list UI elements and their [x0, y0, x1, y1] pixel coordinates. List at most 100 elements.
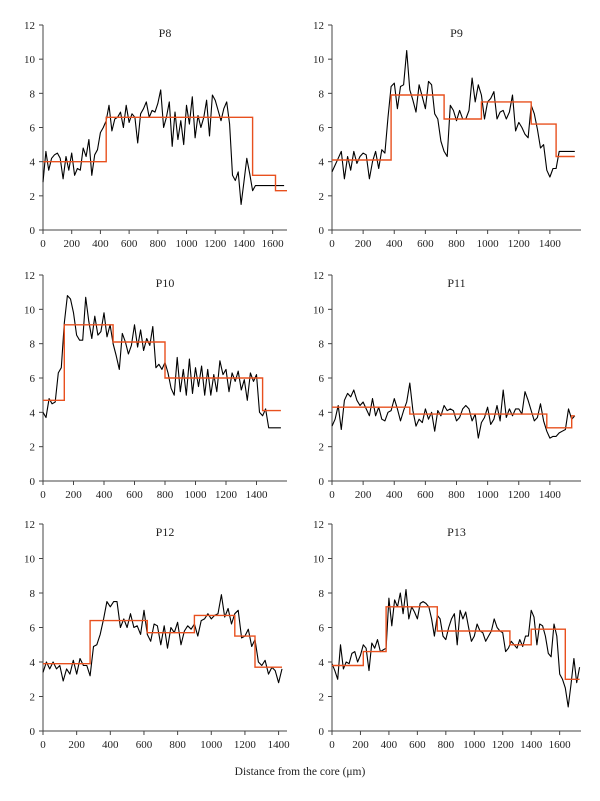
y-tick-label: 2	[319, 191, 325, 203]
y-tick-label: 12	[24, 270, 35, 282]
x-tick-label: 400	[102, 739, 119, 751]
x-tick-label: 600	[136, 739, 153, 751]
x-tick-label: 1000	[185, 489, 208, 501]
x-tick-label: 1200	[508, 489, 531, 501]
x-tick-label: 0	[40, 489, 46, 501]
x-tick-label: 0	[329, 489, 335, 501]
panel-title: P9	[450, 26, 463, 40]
x-tick-label: 0	[329, 238, 335, 250]
y-tick-label: 10	[313, 554, 325, 566]
y-tick-label: 4	[30, 157, 36, 169]
x-tick-label: 800	[169, 739, 186, 751]
x-tick-label: 1400	[268, 739, 291, 751]
y-tick-label: 8	[319, 88, 325, 100]
y-tick-label: 2	[319, 692, 325, 704]
data-line	[331, 50, 575, 180]
x-tick-label: 400	[96, 489, 113, 501]
y-tick-label: 4	[30, 657, 36, 669]
chart-panel-4: 0 2 4 6 8 10 12 0 200 400 600 800 1000 1200 1400 P11	[313, 270, 581, 501]
y-tick-label: 0	[319, 225, 325, 237]
chart-panel-1: 0 2 4 6 8 10 12 0 200 400 600 800 1000 1200 1400 1600 P8	[24, 20, 287, 250]
y-tick-label: 4	[319, 157, 325, 169]
y-tick-label: 10	[313, 54, 325, 66]
x-tick-label: 400	[386, 489, 403, 501]
panel-title: P11	[447, 276, 465, 290]
x-tick-label: 1400	[233, 238, 256, 250]
data-line	[42, 89, 285, 205]
y-tick-label: 6	[319, 373, 325, 385]
y-tick-label: 0	[30, 726, 36, 738]
y-tick-label: 12	[313, 20, 324, 32]
y-tick-label: 12	[24, 20, 35, 32]
y-tick-label: 8	[319, 339, 325, 351]
y-tick-label: 0	[319, 726, 325, 738]
y-tick-label: 10	[313, 304, 325, 316]
y-tick-label: 0	[319, 476, 325, 488]
panel-title: P8	[159, 26, 172, 40]
y-tick-label: 8	[30, 588, 36, 600]
y-tick-label: 0	[30, 225, 36, 237]
y-tick-label: 8	[319, 588, 325, 600]
y-tick-label: 6	[319, 123, 325, 135]
x-tick-label: 600	[417, 489, 434, 501]
x-tick-label: 0	[40, 238, 46, 250]
x-tick-label: 600	[417, 238, 434, 250]
x-tick-label: 600	[121, 238, 138, 250]
x-tick-label: 1200	[215, 489, 238, 501]
y-tick-label: 6	[30, 623, 36, 635]
x-tick-label: 400	[386, 238, 403, 250]
chart-panel-5: 0 2 4 6 8 10 12 0 200 400 600 800 1000 1200 1400 P12	[24, 519, 290, 751]
x-tick-label: 200	[352, 739, 369, 751]
y-tick-label: 10	[24, 304, 36, 316]
x-tick-label: 1200	[204, 238, 227, 250]
x-tick-label: 1200	[234, 739, 257, 751]
x-tick-label: 1000	[463, 739, 486, 751]
panel-title: P12	[156, 525, 175, 539]
y-tick-label: 4	[319, 657, 325, 669]
y-tick-label: 8	[30, 339, 36, 351]
x-tick-label: 1200	[508, 238, 531, 250]
x-tick-label: 1200	[492, 739, 515, 751]
step-line	[332, 406, 575, 429]
x-tick-label: 800	[157, 489, 174, 501]
x-tick-label: 600	[126, 489, 143, 501]
x-tick-label: 1000	[200, 739, 223, 751]
chart-panel-2: 0 2 4 6 8 10 12 0 200 400 600 800 1000 1200 1400 P9	[313, 20, 581, 250]
x-tick-label: 400	[381, 739, 398, 751]
x-tick-label: 1000	[477, 489, 500, 501]
y-tick-label: 2	[30, 442, 36, 454]
y-tick-label: 4	[30, 407, 36, 419]
x-tick-label: 200	[68, 739, 85, 751]
data-line	[42, 295, 281, 429]
x-tick-label: 1000	[477, 238, 500, 250]
x-tick-label: 1400	[520, 739, 543, 751]
y-tick-label: 2	[30, 692, 36, 704]
step-line	[43, 614, 282, 668]
y-tick-label: 2	[30, 191, 36, 203]
chart-panel-6: 0 2 4 6 8 10 12 0 200 400 600 800 1000 1200 1400 1600 P1…	[313, 519, 581, 751]
x-tick-label: 600	[409, 739, 426, 751]
x-tick-label: 200	[65, 489, 82, 501]
x-tick-label: 800	[438, 739, 455, 751]
x-tick-label: 200	[355, 489, 372, 501]
x-tick-label: 800	[448, 489, 465, 501]
y-tick-label: 6	[30, 373, 36, 385]
step-line	[332, 606, 580, 680]
x-tick-label: 1400	[539, 489, 562, 501]
y-tick-label: 12	[313, 519, 324, 531]
chart-panel-3: 0 2 4 6 8 10 12 0 200 400 600 800 1000 1200 1400 P10	[24, 270, 287, 501]
x-tick-label: 1400	[539, 238, 562, 250]
x-tick-label: 1600	[262, 238, 285, 250]
y-tick-label: 12	[24, 519, 35, 531]
x-tick-label: 0	[40, 739, 46, 751]
step-line	[43, 324, 281, 412]
x-tick-label: 800	[150, 238, 167, 250]
y-tick-label: 4	[319, 407, 325, 419]
panel-title: P13	[447, 525, 466, 539]
x-tick-label: 400	[92, 238, 109, 250]
y-tick-label: 10	[24, 54, 36, 66]
step-line	[43, 116, 287, 192]
y-tick-label: 8	[30, 88, 36, 100]
